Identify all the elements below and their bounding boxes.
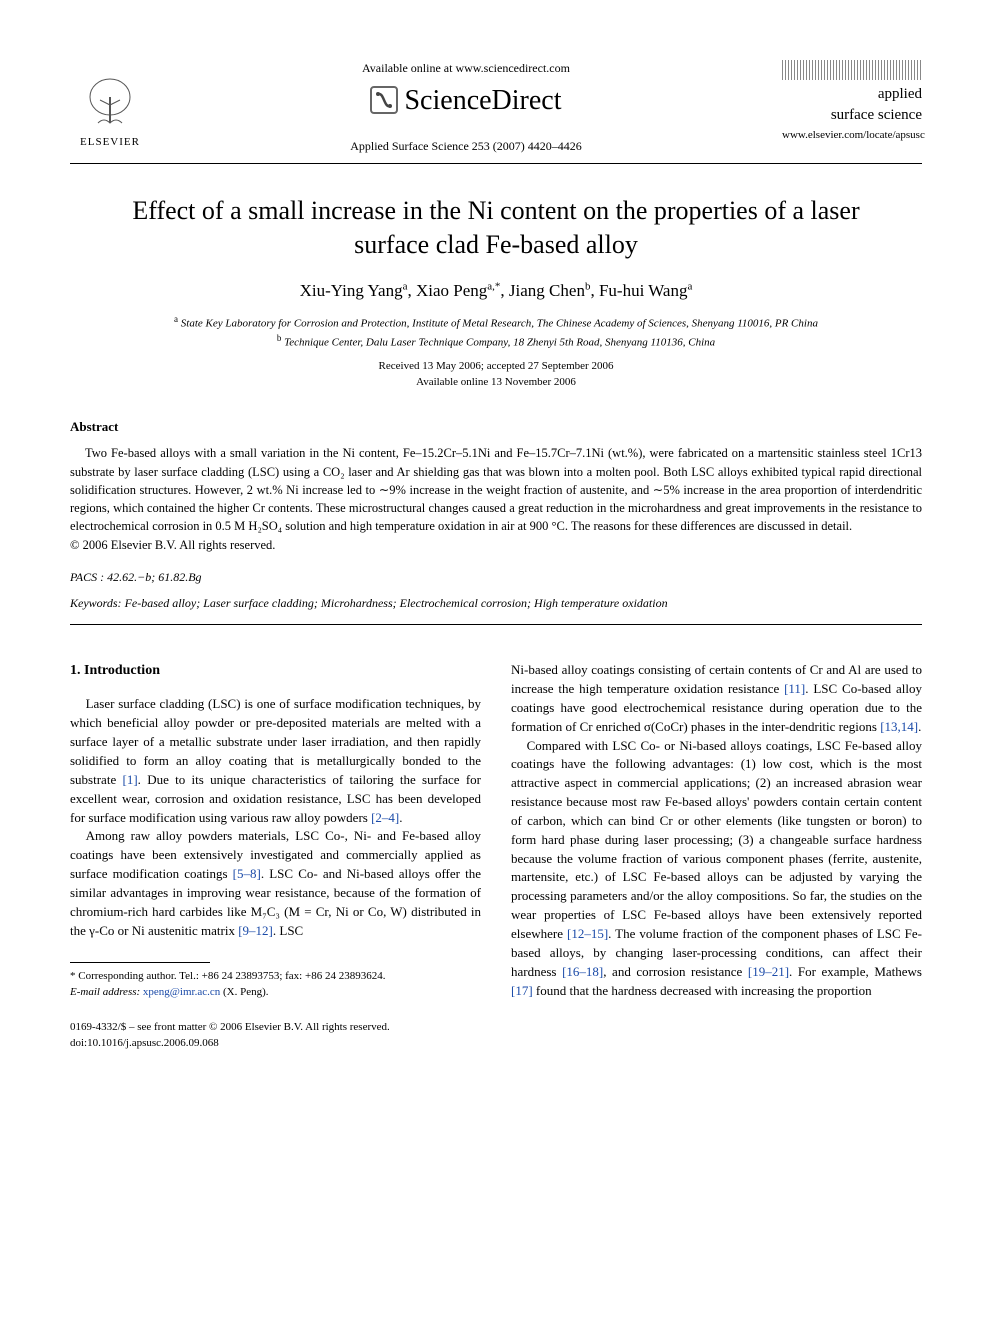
journal-name-line2: surface science [782,105,922,126]
footnote-separator [70,962,210,963]
ref-link[interactable]: [1] [123,772,138,787]
affiliations: a State Key Laboratory for Corrosion and… [70,313,922,351]
header-rule [70,163,922,164]
authors: Xiu-Ying Yanga, Xiao Penga,*, Jiang Chen… [70,279,922,303]
para-2: Among raw alloy powders materials, LSC C… [70,827,481,940]
right-column: Ni-based alloy coatings consisting of ce… [511,661,922,1000]
section-heading: 1. Introduction [70,661,481,681]
abstract-text: Two Fe-based alloys with a small variati… [70,444,922,535]
affiliation-b: Technique Center, Dalu Laser Technique C… [284,337,715,349]
journal-url: www.elsevier.com/locate/apsusc [782,128,922,143]
article-dates: Received 13 May 2006; accepted 27 Septem… [70,359,922,390]
journal-logo: applied surface science www.elsevier.com… [782,60,922,143]
left-column: 1. Introduction Laser surface cladding (… [70,661,481,1000]
elsevier-label: ELSEVIER [80,135,140,150]
ref-link[interactable]: [2–4] [371,810,399,825]
ref-link[interactable]: [12–15] [567,926,608,941]
copyright: © 2006 Elsevier B.V. All rights reserved… [70,537,922,555]
ref-link[interactable]: [13,14] [880,719,918,734]
sciencedirect-text: ScienceDirect [404,81,561,120]
corresponding-line: * Corresponding author. Tel.: +86 24 238… [70,969,481,984]
ref-link[interactable]: [9–12] [238,923,273,938]
sciencedirect-brand: ScienceDirect [170,81,762,120]
email-label: E-mail address: [70,986,140,998]
pacs-value: 42.62.−b; 61.82.Bg [107,570,201,584]
available-online-text: Available online at www.sciencedirect.co… [170,60,762,77]
para-4: Compared with LSC Co- or Ni-based alloys… [511,737,922,1001]
header: ELSEVIER Available online at www.science… [70,60,922,155]
keywords-value: Fe-based alloy; Laser surface cladding; … [125,596,668,610]
online-date: Available online 13 November 2006 [70,375,922,390]
issn-line: 0169-4332/$ – see front matter © 2006 El… [70,1020,390,1035]
affiliation-a: State Key Laboratory for Corrosion and P… [181,318,818,330]
ref-link[interactable]: [16–18] [562,964,603,979]
sciencedirect-icon [370,86,398,114]
received-date: Received 13 May 2006; accepted 27 Septem… [70,359,922,374]
ref-link[interactable]: [17] [511,983,533,998]
pacs-label: PACS : [70,570,104,584]
ref-link[interactable]: [19–21] [748,964,789,979]
email-link[interactable]: xpeng@imr.ac.cn [143,986,220,998]
email-suffix: (X. Peng). [223,986,269,998]
para-3: Ni-based alloy coatings consisting of ce… [511,661,922,736]
ref-link[interactable]: [5–8] [233,866,261,881]
para-1: Laser surface cladding (LSC) is one of s… [70,695,481,827]
footer: 0169-4332/$ – see front matter © 2006 El… [70,1020,922,1051]
elsevier-tree-icon [80,75,140,135]
corresponding-author: * Corresponding author. Tel.: +86 24 238… [70,969,481,1000]
pacs: PACS : 42.62.−b; 61.82.Bg [70,569,922,586]
journal-logo-bars [782,60,922,80]
ref-link[interactable]: [11] [784,681,805,696]
journal-name-line1: applied [782,84,922,105]
keywords-label: Keywords: [70,596,122,610]
body-columns: 1. Introduction Laser surface cladding (… [70,661,922,1000]
abstract-label: Abstract [70,418,922,436]
keywords: Keywords: Fe-based alloy; Laser surface … [70,595,922,625]
center-header: Available online at www.sciencedirect.co… [150,60,782,155]
doi-line: doi:10.1016/j.apsusc.2006.09.068 [70,1036,390,1051]
elsevier-logo: ELSEVIER [70,60,150,150]
article-title: Effect of a small increase in the Ni con… [110,194,882,262]
journal-reference: Applied Surface Science 253 (2007) 4420–… [170,138,762,155]
